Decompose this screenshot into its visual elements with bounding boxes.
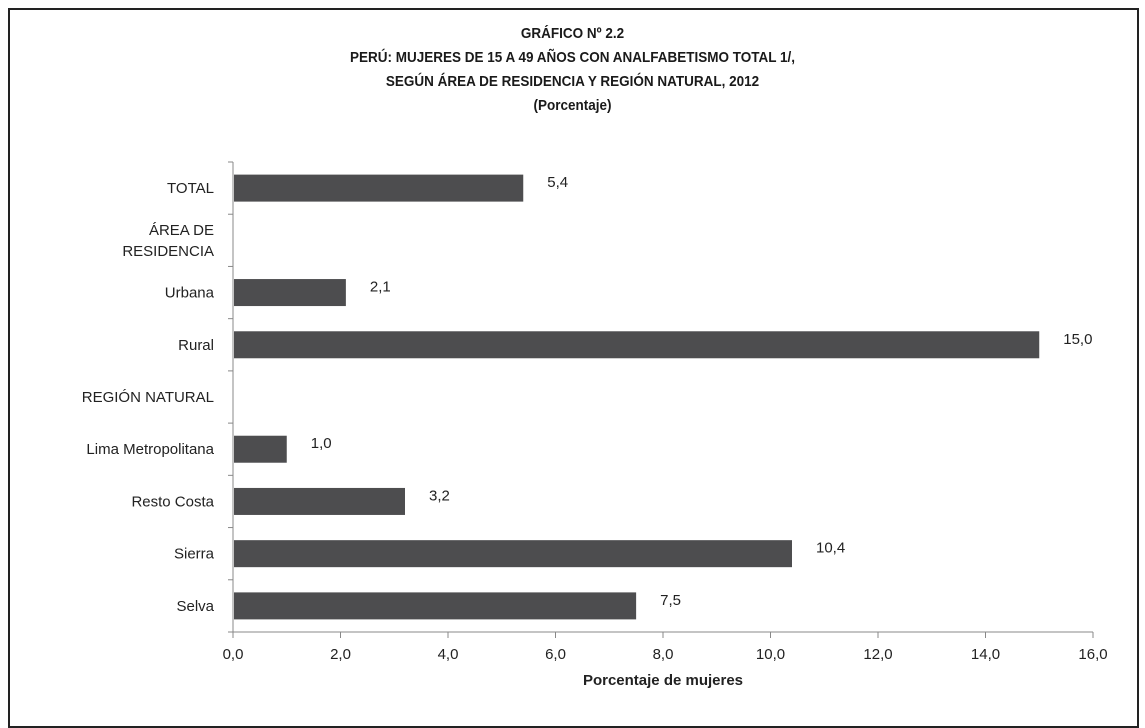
x-tick-label: 6,0 xyxy=(545,646,566,663)
chart-subtitle: SEGÚN ÁREA DE RESIDENCIA Y REGIÓN NATURA… xyxy=(385,73,760,90)
chart-number: GRÁFICO Nº 2.2 xyxy=(520,25,625,42)
category-label: RESIDENCIA xyxy=(122,243,214,260)
category-label: Sierra xyxy=(174,546,215,563)
chart-title: PERÚ: MUJERES DE 15 A 49 AÑOS CON ANALFA… xyxy=(349,49,796,66)
bar-value-label: 1,0 xyxy=(311,435,332,452)
category-label: Urbana xyxy=(165,285,215,302)
bar xyxy=(234,435,287,463)
bar-value-label: 5,4 xyxy=(547,174,568,191)
x-tick-label: 16,0 xyxy=(1078,646,1107,663)
category-label: Lima Metropolitana xyxy=(86,441,214,458)
bar xyxy=(234,331,1040,359)
x-tick-label: 10,0 xyxy=(756,646,785,663)
bar xyxy=(234,540,792,568)
chart-unit: (Porcentaje) xyxy=(533,97,612,114)
category-label: Selva xyxy=(176,598,214,615)
bar-value-label: 15,0 xyxy=(1063,331,1092,348)
bar xyxy=(234,592,637,620)
x-tick-label: 8,0 xyxy=(653,646,674,663)
x-tick-label: 0,0 xyxy=(223,646,244,663)
category-label: Rural xyxy=(178,337,214,354)
bar xyxy=(234,279,346,307)
x-tick-label: 2,0 xyxy=(330,646,351,663)
bar-value-label: 2,1 xyxy=(370,279,391,296)
bar-value-label: 10,4 xyxy=(816,540,845,557)
category-label: ÁREA DE xyxy=(149,222,214,239)
x-axis-title: Porcentaje de mujeres xyxy=(583,672,743,689)
bar-value-label: 3,2 xyxy=(429,487,450,504)
chart-title-block: GRÁFICO Nº 2.2 PERÚ: MUJERES DE 15 A 49 … xyxy=(57,22,1088,118)
category-label: REGIÓN NATURAL xyxy=(82,389,214,406)
bar-value-label: 7,5 xyxy=(660,592,681,609)
x-tick-label: 12,0 xyxy=(863,646,892,663)
x-tick-label: 4,0 xyxy=(438,646,459,663)
category-label: Resto Costa xyxy=(131,493,214,510)
category-label: TOTAL xyxy=(167,180,214,197)
x-tick-label: 14,0 xyxy=(971,646,1000,663)
bar xyxy=(234,174,524,202)
bar xyxy=(234,487,405,515)
